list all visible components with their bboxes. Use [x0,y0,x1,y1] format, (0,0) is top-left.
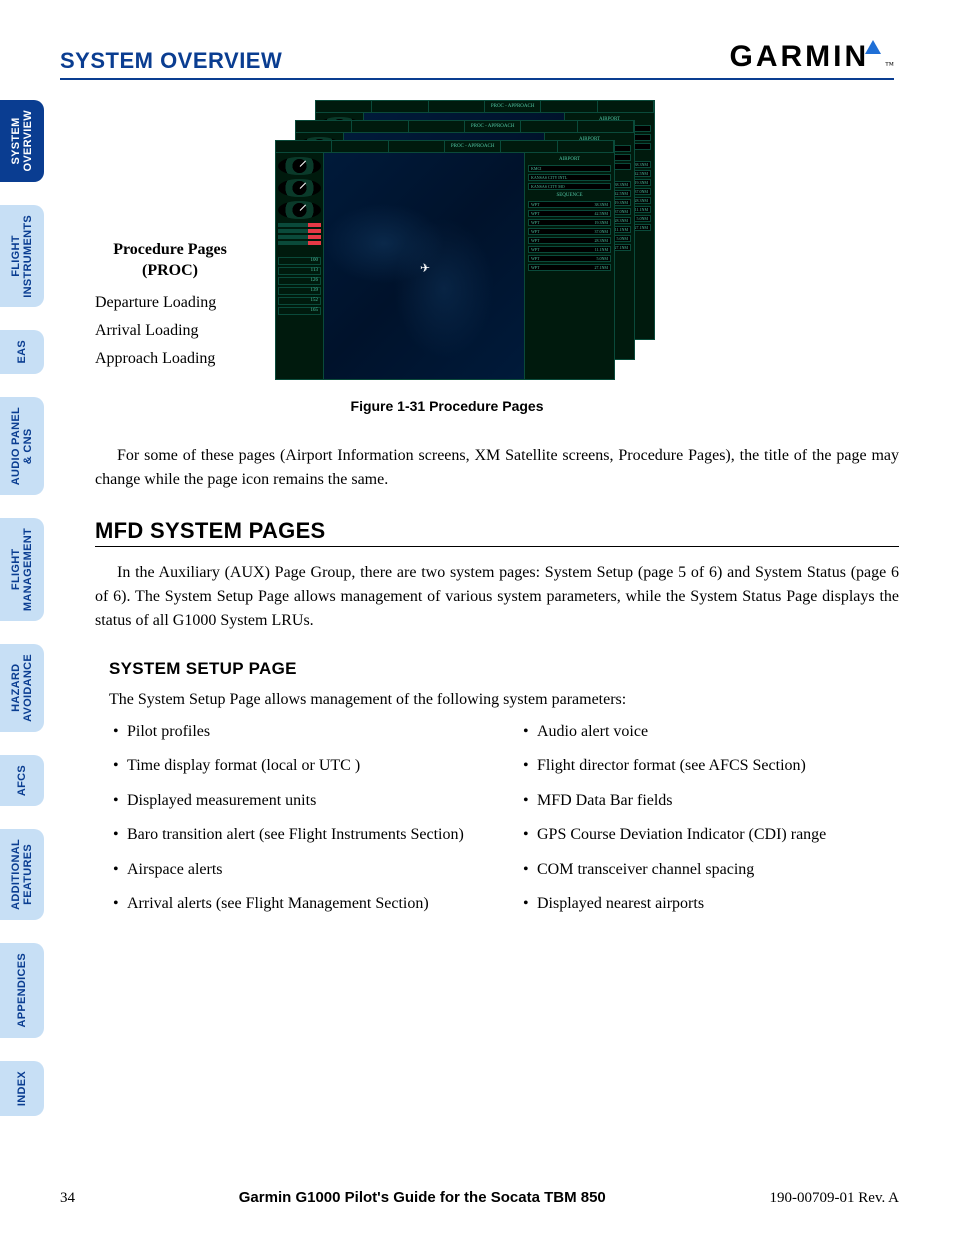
list-item: COM transceiver channel spacing [519,859,899,881]
parameters-columns: Pilot profiles Time display format (local… [109,721,899,927]
list-item: Baro transition alert (see Flight Instru… [109,824,489,846]
list-item: MFD Data Bar fields [519,790,899,812]
list-item: Airspace alerts [109,859,489,881]
footer-revision: 190-00709-01 Rev. A [770,1190,899,1207]
system-setup-heading: SYSTEM SETUP PAGE [109,659,899,679]
sidebar-tab-6[interactable]: AFCS [0,755,44,806]
nav-map: ✈ [324,153,524,379]
section-tabs-sidebar: SYSTEM OVERVIEW FLIGHT INSTRUMENTS EAS AUDI… [0,100,44,1116]
procedure-panel: AIRPORTKMCIKANSAS CITY INTLKANSAS CITY M… [524,153,614,379]
parameters-col-1: Pilot profiles Time display format (local… [109,721,489,927]
sidebar-tab-4[interactable]: FLIGHT MANAGEMENT [0,518,44,621]
procedure-item: Arrival Loading [95,322,245,340]
list-item: Displayed measurement units [109,790,489,812]
page-number: 34 [60,1190,75,1207]
sidebar-tab-5[interactable]: HAZARD AVOIDANCE [0,644,44,732]
screenshot-stack: PROC - APPROACH LOADING10011312613915216… [275,100,655,390]
procedure-item: Approach Loading [95,350,245,368]
sidebar-tab-label: AUDIO PANEL & CNS [10,407,34,485]
page-content: Procedure Pages (PROC) Departure Loading… [95,100,899,927]
section-paragraph: In the Auxiliary (AUX) Page Group, there… [95,561,899,633]
sidebar-tab-7[interactable]: ADDITIONAL FEATURES [0,829,44,920]
sidebar-tab-label: ADDITIONAL FEATURES [10,839,34,910]
garmin-logo: GARMIN ™ [730,40,894,74]
header-title: SYSTEM OVERVIEW [60,48,282,74]
sidebar-tab-1[interactable]: FLIGHT INSTRUMENTS [0,205,44,308]
sidebar-tab-label: SYSTEM OVERVIEW [10,110,34,172]
sidebar-tab-label: AFCS [16,765,28,796]
sidebar-tab-label: INDEX [16,1071,28,1106]
logo-text: GARMIN [730,40,870,74]
procedure-item: Departure Loading [95,294,245,312]
list-item: GPS Course Deviation Indicator (CDI) ran… [519,824,899,846]
mfd-system-pages-heading: MFD SYSTEM PAGES [95,518,899,547]
sidebar-tab-label: FLIGHT MANAGEMENT [10,528,34,611]
gauge-column: 100113126139152165 [276,153,324,379]
procedure-labels: Procedure Pages (PROC) Departure Loading… [95,240,245,378]
sidebar-tab-8[interactable]: APPENDICES [0,943,44,1038]
avionics-screenshot-3: PROC - APPROACH LOADING10011312613915216… [275,140,615,380]
page-header: SYSTEM OVERVIEW GARMIN ™ [60,40,894,80]
logo-trademark: ™ [885,60,894,70]
sidebar-tab-0[interactable]: SYSTEM OVERVIEW [0,100,44,182]
sidebar-tab-label: FLIGHT INSTRUMENTS [10,215,34,298]
list-item: Pilot profiles [109,721,489,743]
list-item: Time display format (local or UTC ) [109,755,489,777]
figure-row: Procedure Pages (PROC) Departure Loading… [95,100,899,390]
sidebar-tab-label: EAS [16,340,28,364]
footer-guide-title: Garmin G1000 Pilot's Guide for the Socat… [239,1189,606,1206]
system-setup-intro: The System Setup Page allows management … [109,691,899,709]
sidebar-tab-label: HAZARD AVOIDANCE [10,654,34,722]
sidebar-tab-2[interactable]: EAS [0,330,44,374]
sidebar-tab-label: APPENDICES [16,953,28,1028]
list-item: Displayed nearest airports [519,893,899,915]
page-footer: 34 Garmin G1000 Pilot's Guide for the So… [60,1189,899,1207]
procedure-heading: Procedure Pages (PROC) [95,240,245,282]
parameters-col-2: Audio alert voice Flight director format … [519,721,899,927]
figure-caption: Figure 1-31 Procedure Pages [0,398,899,414]
list-item: Flight director format (see AFCS Section… [519,755,899,777]
list-item: Arrival alerts (see Flight Management Se… [109,893,489,915]
aircraft-icon: ✈ [420,261,430,276]
body-paragraph-1: For some of these pages (Airport Informa… [95,444,899,492]
logo-triangle-icon [865,40,881,54]
list-item: Audio alert voice [519,721,899,743]
sidebar-tab-9[interactable]: INDEX [0,1061,44,1116]
